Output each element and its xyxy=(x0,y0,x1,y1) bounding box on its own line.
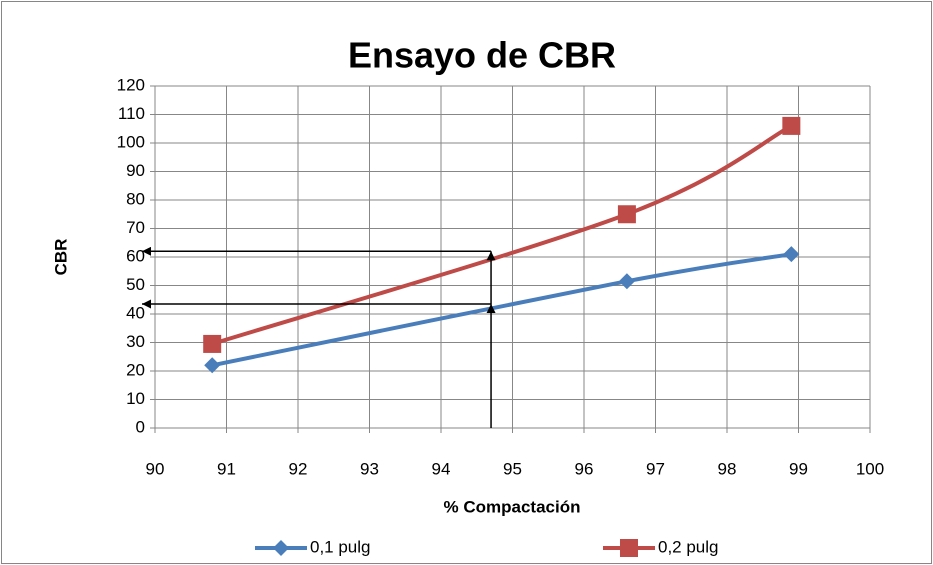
y-tick-label: 30 xyxy=(126,332,145,351)
y-axis-label: CBR xyxy=(51,239,70,276)
x-tick-label: 96 xyxy=(575,459,594,478)
data-point xyxy=(618,273,635,290)
x-axis-label: % Compactación xyxy=(444,497,581,516)
y-tick-label: 120 xyxy=(117,75,145,94)
legend-marker xyxy=(273,540,289,556)
x-tick-label: 92 xyxy=(289,459,308,478)
x-tick-label: 90 xyxy=(146,459,165,478)
y-tick-label: 90 xyxy=(126,161,145,180)
series-line xyxy=(211,124,793,346)
y-tick-label: 0 xyxy=(136,417,145,436)
legend-label: 0,2 pulg xyxy=(658,537,719,556)
x-tick-label: 94 xyxy=(432,459,451,478)
chart-title: Ensayo de CBR xyxy=(348,35,616,76)
x-tick-label: 98 xyxy=(718,459,737,478)
x-tick-label: 91 xyxy=(217,459,236,478)
y-tick-label: 20 xyxy=(126,360,145,379)
y-tick-label: 100 xyxy=(117,132,145,151)
legend-label: 0,1 pulg xyxy=(310,537,371,556)
y-tick-label: 110 xyxy=(118,104,145,123)
x-tick-label: 100 xyxy=(856,459,884,478)
series-line xyxy=(211,252,792,368)
y-tick-label: 40 xyxy=(126,303,145,322)
x-tick-label: 93 xyxy=(360,459,379,478)
data-point xyxy=(783,246,800,263)
x-tick-label: 95 xyxy=(503,459,522,478)
data-point xyxy=(203,334,222,353)
y-tick-label: 70 xyxy=(126,218,145,237)
y-tick-label: 80 xyxy=(126,189,145,208)
x-tick-label: 97 xyxy=(646,459,665,478)
data-point xyxy=(782,116,801,135)
legend-marker xyxy=(620,539,638,557)
y-tick-label: 10 xyxy=(126,389,145,408)
x-tick-label: 99 xyxy=(789,459,808,478)
y-tick-label: 50 xyxy=(126,275,145,294)
data-point xyxy=(617,205,636,224)
data-point xyxy=(204,357,221,374)
y-tick-label: 60 xyxy=(126,246,145,265)
